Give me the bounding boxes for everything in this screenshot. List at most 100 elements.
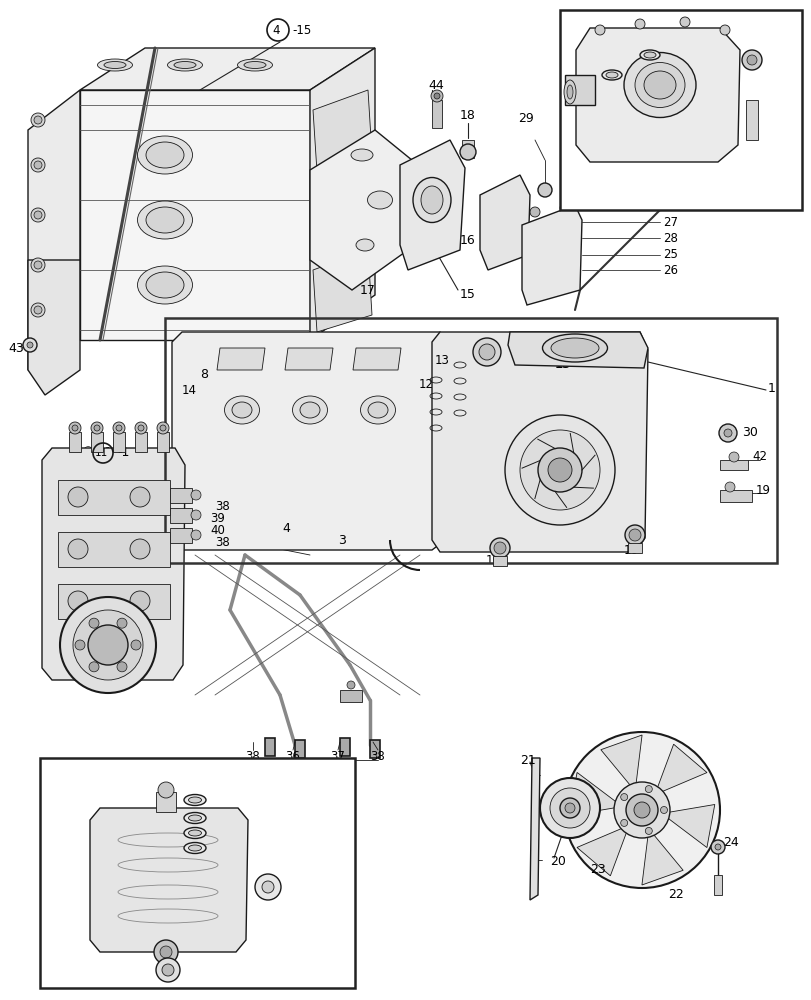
Circle shape: [130, 487, 150, 507]
Polygon shape: [285, 348, 333, 370]
Ellipse shape: [188, 797, 201, 803]
Ellipse shape: [137, 266, 192, 304]
Circle shape: [723, 429, 731, 437]
Circle shape: [645, 786, 651, 793]
Ellipse shape: [184, 842, 206, 853]
Circle shape: [460, 144, 475, 160]
Bar: [560, 10, 801, 210]
Circle shape: [34, 211, 42, 219]
Text: 50: 50: [100, 826, 114, 839]
Text: 4: 4: [272, 24, 280, 37]
Circle shape: [117, 618, 127, 628]
Bar: [564, 75, 594, 105]
Text: 51: 51: [100, 811, 114, 824]
Circle shape: [154, 940, 178, 964]
Circle shape: [138, 425, 144, 431]
Text: 4: 4: [281, 522, 290, 534]
Circle shape: [473, 338, 500, 366]
Polygon shape: [353, 348, 401, 370]
Text: 38: 38: [370, 750, 385, 764]
Ellipse shape: [146, 272, 184, 298]
Ellipse shape: [601, 70, 621, 80]
Circle shape: [160, 425, 165, 431]
Text: 24: 24: [722, 836, 738, 849]
Circle shape: [135, 422, 147, 434]
Circle shape: [624, 525, 644, 545]
Text: 12: 12: [418, 378, 433, 391]
Circle shape: [91, 422, 103, 434]
Text: 1: 1: [767, 381, 775, 394]
Bar: [431, 100, 441, 128]
Polygon shape: [530, 758, 539, 900]
Text: 18: 18: [460, 109, 475, 122]
Bar: [156, 792, 176, 812]
Circle shape: [346, 681, 354, 689]
Circle shape: [728, 452, 738, 462]
Polygon shape: [80, 48, 375, 90]
Polygon shape: [521, 205, 581, 305]
Circle shape: [564, 732, 719, 888]
Text: 46: 46: [52, 868, 67, 882]
Circle shape: [629, 529, 640, 541]
Polygon shape: [312, 170, 371, 252]
Ellipse shape: [643, 52, 655, 58]
Bar: [165, 318, 776, 563]
Circle shape: [746, 55, 756, 65]
Circle shape: [88, 625, 128, 665]
Text: -15: -15: [292, 24, 311, 37]
Ellipse shape: [360, 396, 395, 424]
Circle shape: [31, 303, 45, 317]
Text: 21: 21: [519, 754, 535, 766]
Circle shape: [538, 448, 581, 492]
Text: 52: 52: [100, 841, 114, 854]
Text: 38: 38: [215, 536, 230, 548]
Text: 13: 13: [554, 359, 571, 371]
Bar: [264, 738, 275, 756]
Text: 8: 8: [200, 368, 208, 381]
Circle shape: [158, 782, 174, 798]
Polygon shape: [90, 808, 247, 952]
Bar: [492, 556, 506, 566]
Circle shape: [68, 591, 88, 611]
Circle shape: [31, 258, 45, 272]
Ellipse shape: [367, 402, 388, 418]
Circle shape: [710, 840, 724, 854]
Ellipse shape: [104, 62, 126, 69]
Circle shape: [27, 342, 33, 348]
Circle shape: [538, 183, 551, 197]
Ellipse shape: [531, 247, 568, 263]
Bar: [169, 488, 191, 503]
Circle shape: [113, 422, 125, 434]
Circle shape: [156, 958, 180, 982]
Text: 43: 43: [8, 342, 24, 355]
Circle shape: [73, 610, 143, 680]
Text: 15: 15: [460, 288, 475, 302]
Ellipse shape: [539, 268, 560, 276]
Circle shape: [659, 806, 667, 813]
Bar: [40, 758, 354, 988]
Text: 17: 17: [359, 284, 375, 296]
Text: 37: 37: [330, 750, 345, 764]
Circle shape: [741, 50, 761, 70]
Circle shape: [560, 203, 569, 213]
Circle shape: [560, 798, 579, 818]
Text: 36: 36: [285, 750, 300, 764]
Text: 49: 49: [139, 966, 156, 979]
Polygon shape: [569, 772, 621, 816]
Text: -1: -1: [100, 446, 112, 460]
Polygon shape: [310, 48, 375, 340]
Circle shape: [72, 425, 78, 431]
Polygon shape: [661, 804, 714, 848]
Circle shape: [157, 422, 169, 434]
Ellipse shape: [292, 396, 327, 424]
Bar: [169, 508, 191, 523]
Circle shape: [131, 640, 141, 650]
Text: 27: 27: [663, 216, 677, 229]
Circle shape: [75, 640, 85, 650]
Text: 10: 10: [486, 554, 500, 566]
Circle shape: [89, 618, 99, 628]
Polygon shape: [42, 448, 185, 680]
Bar: [157, 432, 169, 452]
Polygon shape: [172, 332, 452, 550]
Circle shape: [89, 662, 99, 672]
